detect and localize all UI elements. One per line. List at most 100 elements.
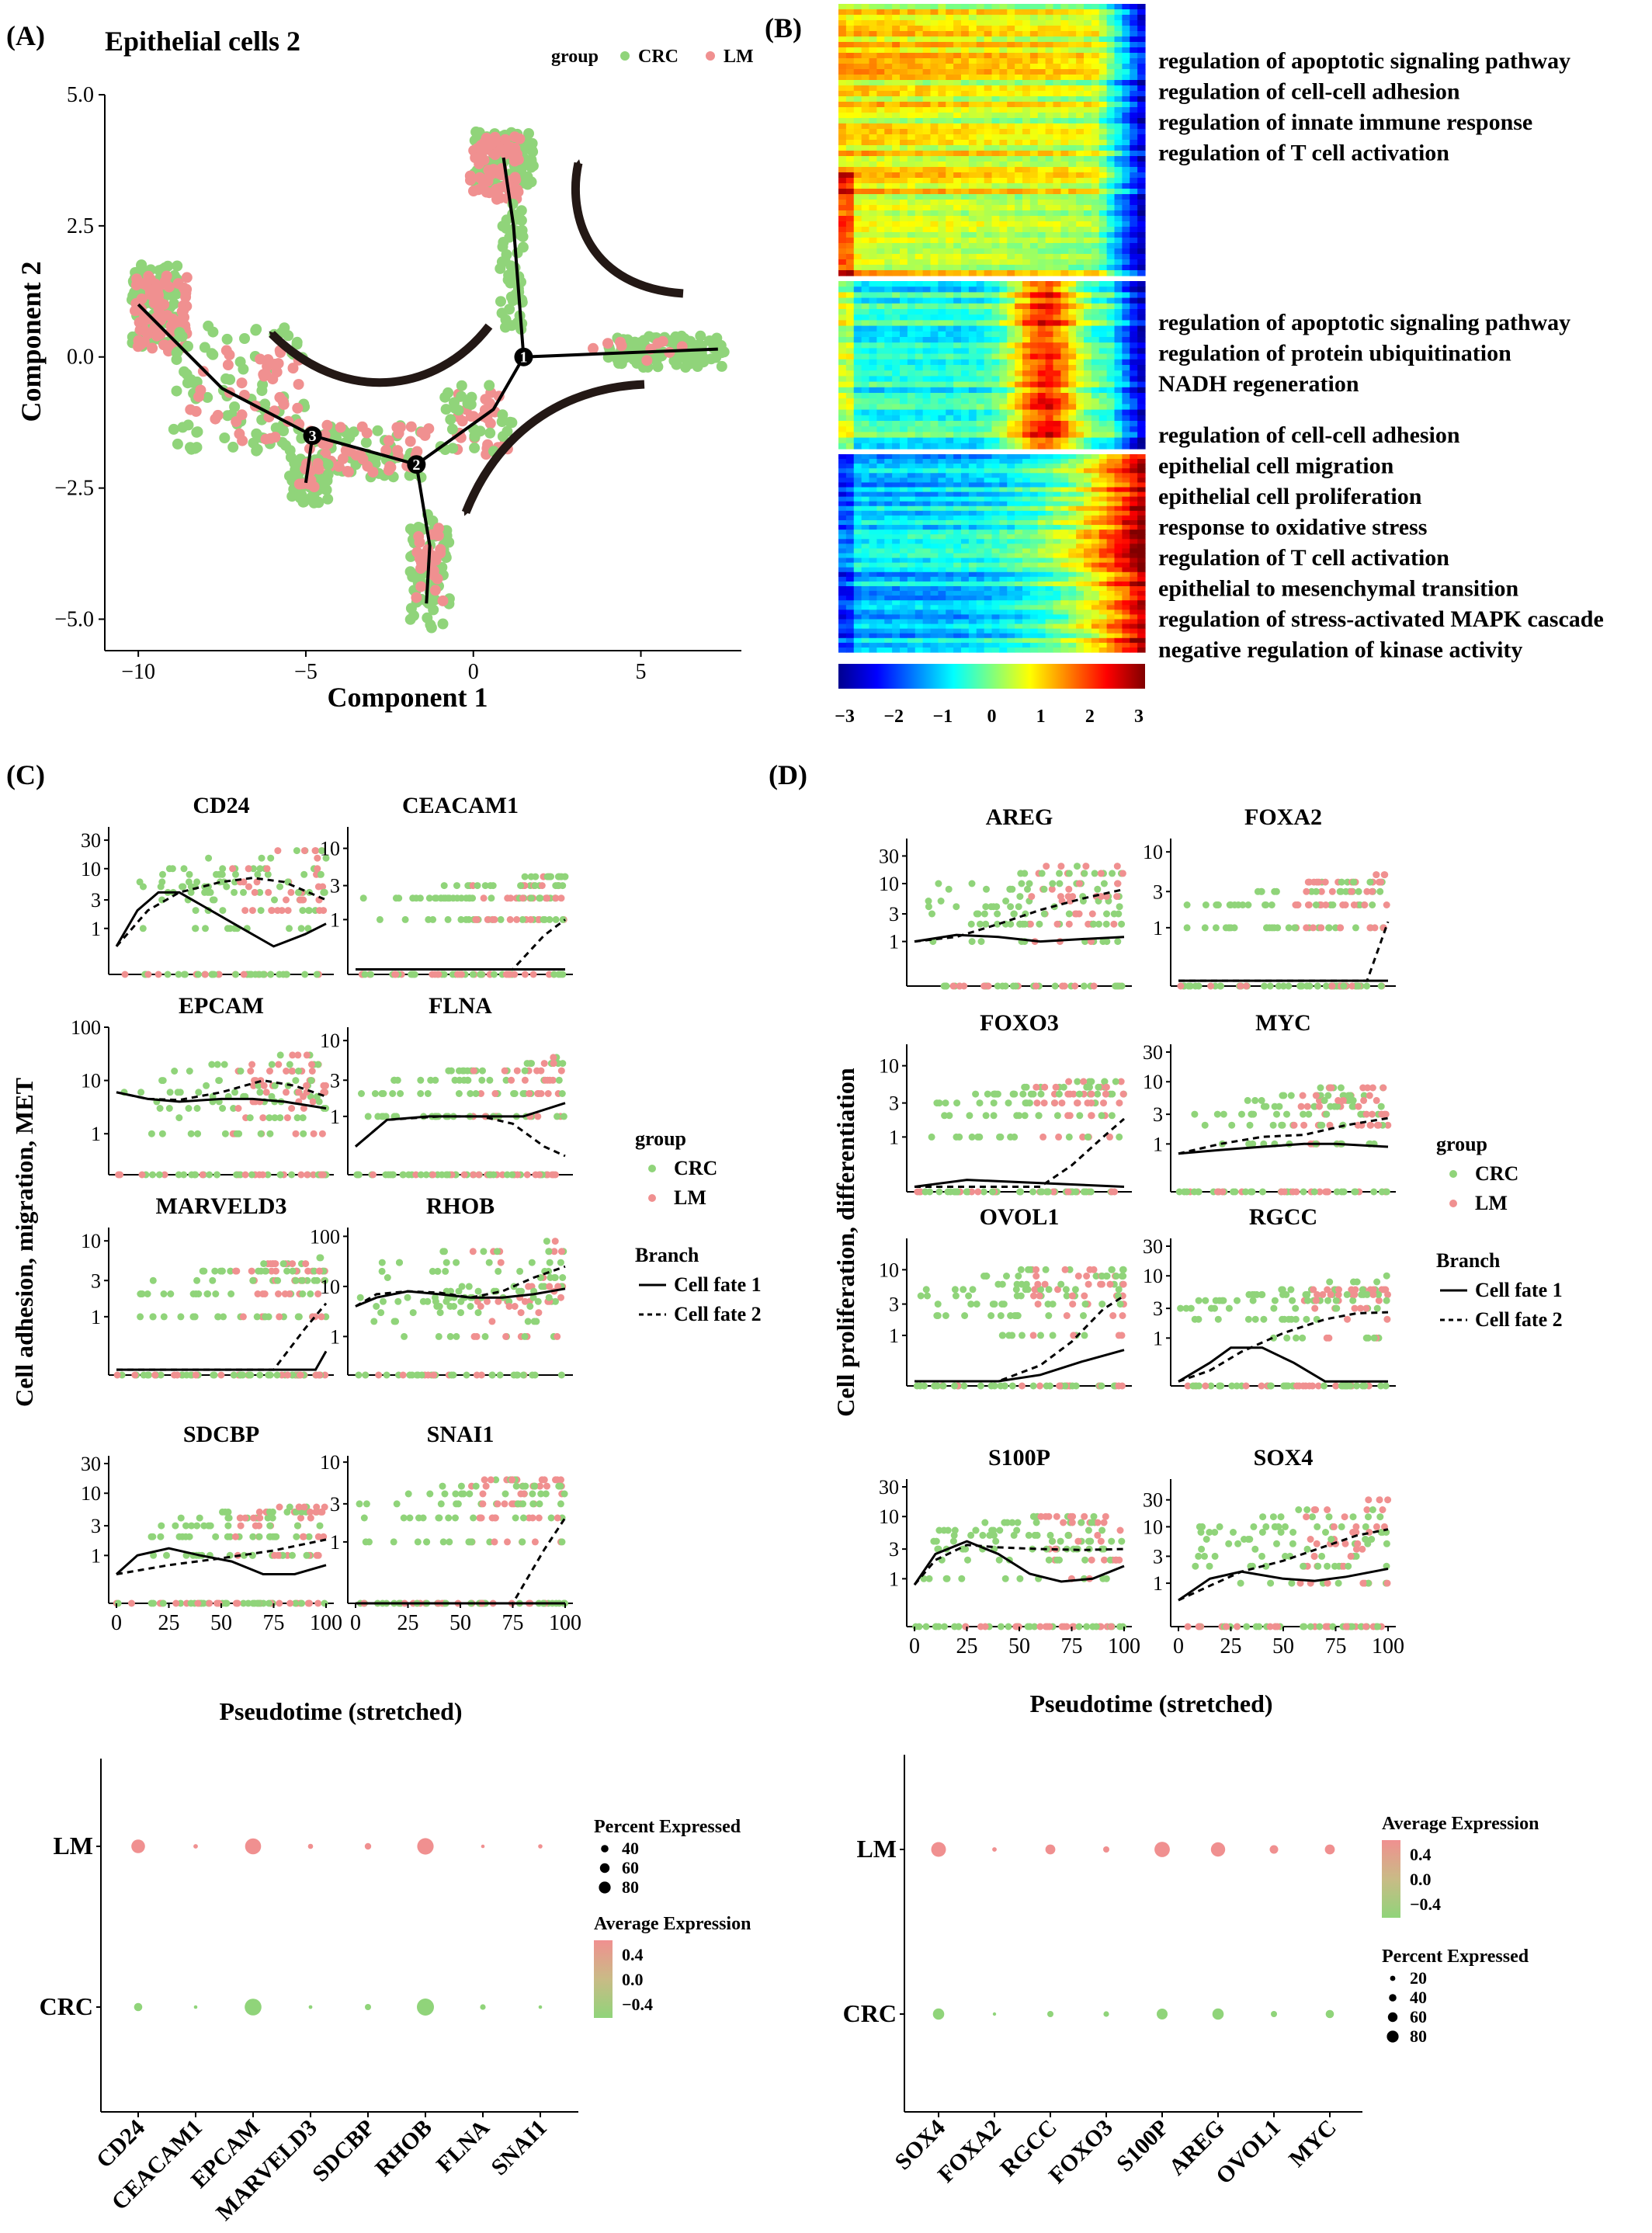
panel-b-heatmap-cell <box>953 505 962 512</box>
panel-b-heatmap-cell <box>1114 525 1123 530</box>
panel-b-heatmap-cell <box>1015 314 1023 321</box>
panel-b-heatmap-cell <box>1084 468 1092 474</box>
panel-b-heatmap-cell <box>1007 31 1015 37</box>
panel-b-heatmap-cell <box>892 292 901 299</box>
panel-b-heatmap-cell <box>876 194 885 200</box>
panel-b-heatmap-cell <box>953 85 962 92</box>
panel-b-heatmap-cell <box>907 359 916 366</box>
panel-b-heatmap-cell <box>1060 297 1069 304</box>
panel-b-heatmap-cell <box>999 342 1008 349</box>
panel-b-heatmap-cell <box>1037 194 1046 200</box>
panel-b-heatmap-cell <box>914 42 924 48</box>
panel-b-heatmap-cell <box>892 140 901 146</box>
panel-b-heatmap-cell <box>1053 265 1061 271</box>
panel-b-heatmap-cell <box>984 270 993 276</box>
panel-b-heatmap-cell <box>1137 404 1146 411</box>
panel-b-heatmap-cell <box>1068 437 1077 444</box>
panel-b-heatmap-cell <box>892 421 901 427</box>
panel-b-heatmap-cell <box>861 331 870 338</box>
panel-b-heatmap-cell <box>984 15 993 21</box>
panel-b-heatmap-cell <box>914 287 924 293</box>
panel-b-heatmap-cell <box>1114 398 1123 405</box>
panel-b-heatmap-cell <box>884 232 893 238</box>
panel-b-heatmap-cell <box>953 42 962 48</box>
panel-b-heatmap-cell <box>1053 478 1061 484</box>
panel-b-heatmap-cell <box>1029 287 1039 293</box>
panel-b-heatmap-cell <box>1122 9 1130 16</box>
panel-b-heatmap-cell <box>930 205 939 211</box>
panel-a-point <box>156 309 168 321</box>
panel-b-heatmap-cell <box>907 85 916 92</box>
panel-b-heatmap-cell <box>984 4 993 10</box>
panel-b-heatmap-cell <box>999 254 1008 260</box>
panel-b-heatmap-cell <box>1122 123 1130 130</box>
panel-b-heatmap-cell <box>961 167 970 173</box>
panel-b-heatmap-cell <box>914 107 924 113</box>
panel-b-heatmap-cell <box>1007 270 1015 276</box>
panel-b-heatmap-cell <box>991 510 1000 516</box>
panel-b-heatmap-cell <box>938 172 946 179</box>
panel-b-heatmap-cell <box>946 370 954 377</box>
panel-b-heatmap-cell <box>1084 75 1092 81</box>
panel-b-heatmap-cell <box>884 194 893 200</box>
panel-b-heatmap-cell <box>1053 20 1061 26</box>
panel-b-heatmap-cell <box>1007 123 1015 130</box>
panel-b-heatmap-cell <box>1084 205 1092 211</box>
panel-b-heatmap-cell <box>1122 53 1130 59</box>
panel-a-point <box>427 515 439 526</box>
panel-b-heatmap-cell <box>1037 325 1046 332</box>
panel-b-heatmap-cell <box>900 491 908 498</box>
panel-a-point <box>456 391 467 402</box>
panel-b-heatmap-cell <box>1037 4 1046 10</box>
panel-a-point <box>372 425 384 436</box>
panel-b-heatmap-cell <box>900 254 908 260</box>
panel-b-heatmap-cell <box>991 221 1000 227</box>
panel-b-heatmap-cell <box>853 387 862 394</box>
panel-b-heatmap-cell <box>869 473 877 478</box>
panel-b-heatmap-cell <box>1022 359 1031 366</box>
panel-b-heatmap-cell <box>1098 26 1108 32</box>
panel-b-heatmap-cell <box>1137 468 1146 474</box>
panel-b-heatmap-cell <box>1076 58 1085 64</box>
panel-b-heatmap-cell <box>930 468 939 474</box>
panel-b-heatmap-cell <box>961 331 970 338</box>
panel-b-heatmap-cell <box>845 404 855 411</box>
panel-b-heatmap-cell <box>1114 515 1123 521</box>
panel-b-heatmap-cell <box>1137 189 1146 195</box>
panel-b-heatmap-cell <box>892 464 901 469</box>
panel-b-heatmap-cell <box>1007 15 1015 21</box>
panel-b-heatmap-cell <box>884 20 893 26</box>
panel-b-heatmap-cell <box>861 365 870 371</box>
panel-a-point <box>425 622 437 634</box>
panel-a-point <box>512 186 524 198</box>
panel-b-heatmap-cell <box>938 47 946 54</box>
panel-b-heatmap-cell <box>1037 254 1046 260</box>
panel-b-heatmap-cell <box>999 421 1008 427</box>
panel-b-heatmap-cell <box>1060 161 1069 168</box>
panel-b-heatmap-cell <box>922 454 932 460</box>
panel-b-heatmap-cell <box>892 393 901 399</box>
panel-b-heatmap-cell <box>1137 47 1146 54</box>
panel-b-heatmap-cell <box>861 393 870 399</box>
panel-b-heatmap-cell <box>1091 270 1100 276</box>
panel-b-heatmap-cell <box>876 501 885 507</box>
panel-b-heatmap-cell <box>1076 254 1085 260</box>
panel-b-heatmap-cell <box>961 303 970 310</box>
panel-b-heatmap-cell <box>1045 370 1054 377</box>
panel-b-heatmap-cell <box>976 265 985 271</box>
panel-b-heatmap-cell <box>907 515 916 521</box>
panel-b-heatmap-cell <box>1060 205 1069 211</box>
panel-a-title: Epithelial cells 2 <box>105 26 300 57</box>
panel-b-heatmap-cell <box>914 265 924 271</box>
panel-b-heatmap-cell <box>1106 221 1116 227</box>
panel-b-heatmap-cell <box>1098 80 1108 86</box>
panel-b-heatmap-cell <box>853 454 862 460</box>
panel-b-heatmap-cell <box>1084 525 1092 530</box>
panel-b-heatmap-cell <box>1022 287 1031 293</box>
panel-b-heatmap-cell <box>1114 123 1123 130</box>
panel-b-heatmap-cell <box>853 47 862 54</box>
panel-b-heatmap-cell <box>1053 216 1061 222</box>
panel-b-heatmap-cell <box>1122 205 1130 211</box>
panel-b-heatmap-cell <box>1045 172 1054 179</box>
panel-a-point <box>139 325 151 337</box>
